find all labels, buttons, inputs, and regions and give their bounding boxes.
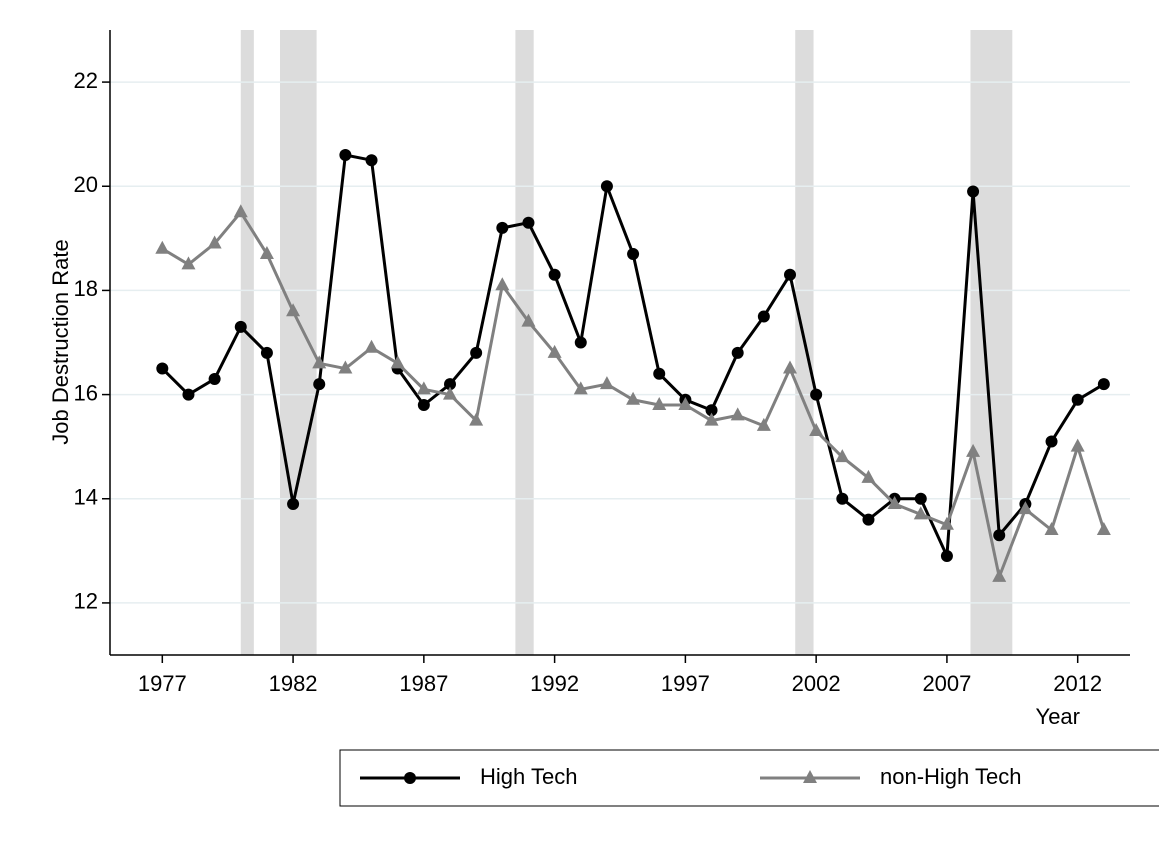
data-point <box>365 340 379 353</box>
y-axis-label: Job Destruction Rate <box>48 239 73 444</box>
data-point <box>287 498 299 510</box>
data-point <box>235 321 247 333</box>
data-point <box>862 514 874 526</box>
data-point <box>549 269 561 281</box>
data-point <box>496 222 508 234</box>
data-point <box>1072 394 1084 406</box>
x-axis-label: Year <box>1036 704 1080 729</box>
data-point <box>601 180 613 192</box>
x-tick-label: 1992 <box>530 671 579 696</box>
data-point <box>1046 435 1058 447</box>
data-point <box>783 361 797 374</box>
chart: Job Destruction Rate Year 12 14 16 18 20 22 19… <box>0 0 1159 841</box>
data-point <box>1045 522 1059 535</box>
legend-label: High Tech <box>480 764 577 789</box>
x-tick-label: 1997 <box>661 671 710 696</box>
legend-label: non-High Tech <box>880 764 1021 789</box>
data-point <box>366 154 378 166</box>
data-point <box>731 407 745 420</box>
y-tick-label: 16 <box>74 380 98 405</box>
data-point <box>1097 522 1111 535</box>
data-point <box>261 347 273 359</box>
x-tick-label: 1987 <box>399 671 448 696</box>
recession-band <box>241 30 254 655</box>
x-tick-label: 1982 <box>269 671 318 696</box>
data-point <box>1071 439 1085 452</box>
y-tick-label: 18 <box>74 276 98 301</box>
data-point <box>758 310 770 322</box>
x-tick-label: 1977 <box>138 671 187 696</box>
data-point <box>653 368 665 380</box>
data-point <box>784 269 796 281</box>
data-point <box>732 347 744 359</box>
recession-band <box>280 30 317 655</box>
recession-band <box>515 30 533 655</box>
data-point <box>182 389 194 401</box>
x-tick-label: 2012 <box>1053 671 1102 696</box>
data-point <box>967 185 979 197</box>
data-point <box>575 337 587 349</box>
data-point <box>313 378 325 390</box>
y-tick-label: 14 <box>74 485 98 510</box>
x-tick-label: 2007 <box>922 671 971 696</box>
data-point <box>209 373 221 385</box>
y-tick-label: 12 <box>74 589 98 614</box>
data-point <box>1098 378 1110 390</box>
data-point <box>861 470 875 483</box>
data-point <box>155 241 169 254</box>
data-point <box>522 217 534 229</box>
legend-box <box>340 750 1159 806</box>
data-point <box>470 347 482 359</box>
y-tick-label: 22 <box>74 68 98 93</box>
data-point <box>495 277 509 290</box>
data-point <box>993 529 1005 541</box>
y-tick-label: 20 <box>74 172 98 197</box>
data-point <box>627 248 639 260</box>
data-point <box>600 376 614 389</box>
data-point <box>156 363 168 375</box>
x-tick-label: 2002 <box>792 671 841 696</box>
legend: High Tech non-High Tech <box>340 750 1159 806</box>
legend-marker <box>404 772 416 784</box>
data-point <box>418 399 430 411</box>
data-point <box>810 389 822 401</box>
data-point <box>941 550 953 562</box>
data-point <box>915 493 927 505</box>
data-point <box>836 493 848 505</box>
data-point <box>339 149 351 161</box>
